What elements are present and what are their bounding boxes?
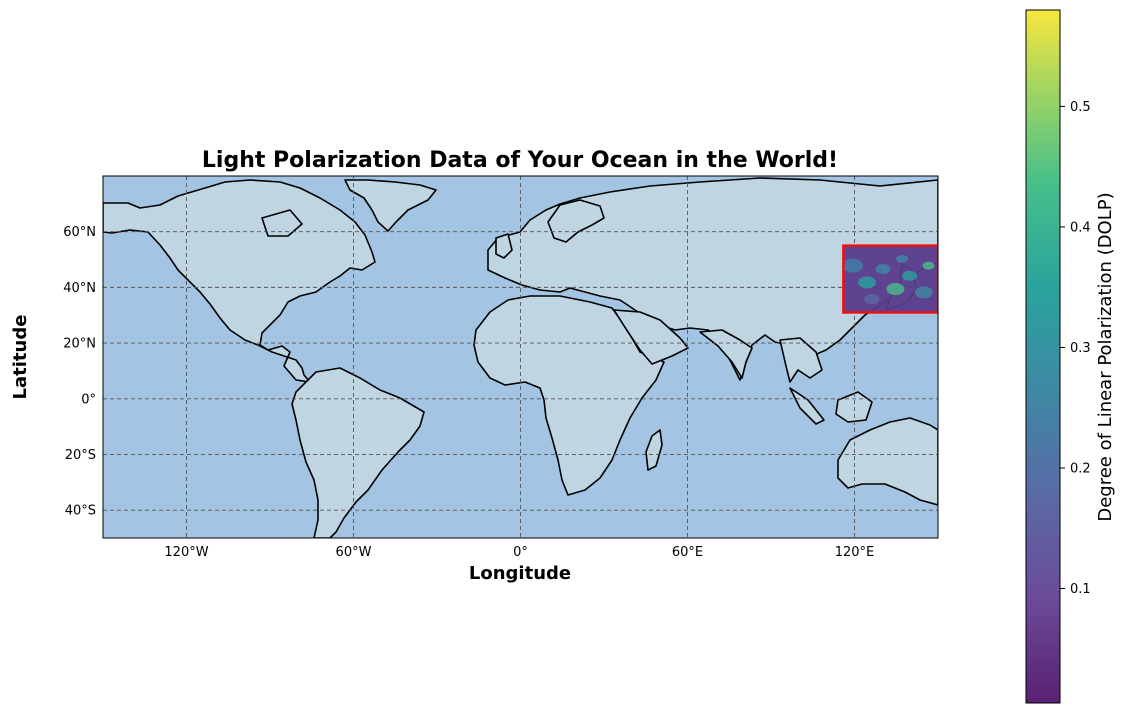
dolp-patch bbox=[858, 276, 877, 289]
x-tick-label: 60°W bbox=[336, 545, 372, 560]
colorbar-tick-label: 0.5 bbox=[1070, 100, 1091, 115]
colorbar-tick-label: 0.2 bbox=[1070, 461, 1091, 476]
x-tick-label: 0° bbox=[513, 545, 528, 560]
map-title: Light Polarization Data of Your Ocean in… bbox=[202, 148, 838, 173]
south-america bbox=[291, 367, 425, 538]
dolp-patch bbox=[902, 270, 918, 281]
map-area bbox=[103, 176, 938, 538]
x-axis-label: Longitude bbox=[469, 563, 571, 584]
dolp-patch bbox=[886, 283, 905, 296]
north-america bbox=[103, 179, 376, 383]
greenland bbox=[344, 179, 437, 232]
british-isles bbox=[495, 233, 513, 259]
y-axis-label: Latitude bbox=[10, 315, 31, 400]
colorbar-tick-label: 0.3 bbox=[1070, 341, 1091, 356]
colorbar-ticks: 0.1 0.2 0.3 0.4 0.5 bbox=[1060, 100, 1091, 597]
y-tick-label: 60°N bbox=[63, 225, 96, 240]
sumatra bbox=[789, 387, 825, 425]
australia bbox=[837, 417, 938, 506]
x-tick-label: 120°E bbox=[835, 545, 875, 560]
india bbox=[699, 329, 753, 379]
y-tick-label: 0° bbox=[81, 392, 96, 407]
africa bbox=[473, 295, 665, 496]
map-frame bbox=[102, 175, 939, 539]
colorbar bbox=[1025, 9, 1061, 704]
newfoundland-baffin bbox=[261, 209, 303, 237]
borneo bbox=[835, 391, 873, 423]
y-tick-label: 20°S bbox=[65, 448, 96, 463]
x-tick-label: 120°W bbox=[164, 545, 208, 560]
dolp-patch bbox=[842, 258, 864, 273]
gridlines bbox=[103, 176, 938, 538]
y-tick-label: 40°N bbox=[63, 281, 96, 296]
y-axis-ticks: 60°N 40°N 20°N 0° 20°S 40°S bbox=[63, 225, 96, 518]
colorbar-tick-label: 0.4 bbox=[1070, 220, 1091, 235]
dolp-patch bbox=[875, 264, 891, 275]
madagascar bbox=[645, 429, 663, 471]
dolp-data-overlay bbox=[842, 245, 938, 313]
x-tick-label: 60°E bbox=[672, 545, 703, 560]
dolp-patch bbox=[864, 294, 880, 305]
dolp-patch bbox=[896, 254, 909, 263]
y-tick-label: 20°N bbox=[63, 337, 96, 352]
x-axis-ticks: 120°W 60°W 0° 60°E 120°E bbox=[164, 545, 874, 560]
land-masses bbox=[103, 177, 938, 538]
dolp-patch bbox=[922, 261, 935, 270]
colorbar-tick-label: 0.1 bbox=[1070, 582, 1091, 597]
arabia bbox=[613, 309, 689, 365]
dolp-field bbox=[843, 245, 938, 313]
colorbar-label: Degree of Linear Polarization (DOLP) bbox=[1095, 192, 1116, 521]
dolp-patch bbox=[914, 286, 933, 299]
y-tick-label: 40°S bbox=[65, 504, 96, 519]
